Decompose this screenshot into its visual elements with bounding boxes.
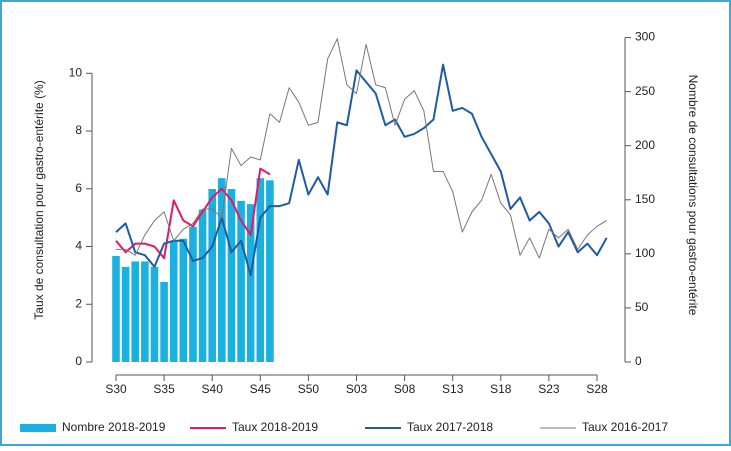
legend-label: Taux 2017-2018	[407, 420, 493, 434]
bar	[189, 226, 197, 362]
bar	[198, 209, 207, 362]
x-tick-label: S50	[298, 382, 320, 396]
y-tick-label: 10	[69, 65, 83, 79]
y-tick-label: 6	[75, 181, 82, 195]
y2-tick-label: 300	[635, 30, 655, 44]
y2-tick-label: 0	[635, 354, 642, 368]
bar	[227, 188, 236, 362]
bar	[218, 178, 226, 362]
legend-label: Taux 2018-2019	[232, 420, 318, 434]
y2-tick-label: 150	[635, 192, 655, 206]
x-tick-label: S35	[153, 382, 175, 396]
y2-tick-label: 200	[635, 138, 655, 152]
x-tick-label: S18	[490, 382, 512, 396]
y-tick-label: 8	[75, 123, 82, 137]
y2-axis-title: Nombre de consultations pour gastro-enté…	[686, 75, 700, 316]
x-tick-label: S30	[105, 382, 127, 396]
line	[116, 38, 607, 259]
bar	[266, 180, 274, 362]
y2-tick-label: 50	[635, 300, 649, 314]
bar	[256, 178, 265, 362]
x-tick-label: S40	[202, 382, 224, 396]
x-tick-label: S08	[394, 382, 416, 396]
legend-label: Nombre 2018-2019	[62, 420, 166, 434]
bar	[150, 266, 159, 362]
bar	[237, 200, 245, 362]
bar	[112, 256, 120, 362]
bar	[179, 238, 188, 362]
x-tick-label: S28	[586, 382, 608, 396]
line	[115, 63, 608, 277]
y2-tick-label: 250	[635, 84, 655, 98]
legend-label: Taux 2016-2017	[582, 420, 668, 434]
bar	[169, 240, 178, 362]
bar	[160, 281, 168, 362]
x-tick-label: S23	[538, 382, 560, 396]
x-tick-label: S45	[250, 382, 272, 396]
line	[115, 167, 271, 260]
bar	[131, 261, 140, 362]
x-tick-label: S03	[346, 382, 368, 396]
bar	[141, 261, 149, 362]
bar	[208, 188, 216, 362]
y-tick-label: 0	[75, 354, 82, 368]
bar	[246, 204, 255, 362]
y-tick-label: 4	[75, 239, 82, 253]
bar	[121, 266, 130, 362]
legend-swatch	[20, 424, 56, 432]
y-axis-title: Taux de consultation pour gastro-entérit…	[32, 80, 46, 319]
y-tick-label: 2	[75, 296, 82, 310]
x-tick-label: S13	[442, 382, 464, 396]
y2-tick-label: 100	[635, 246, 655, 260]
